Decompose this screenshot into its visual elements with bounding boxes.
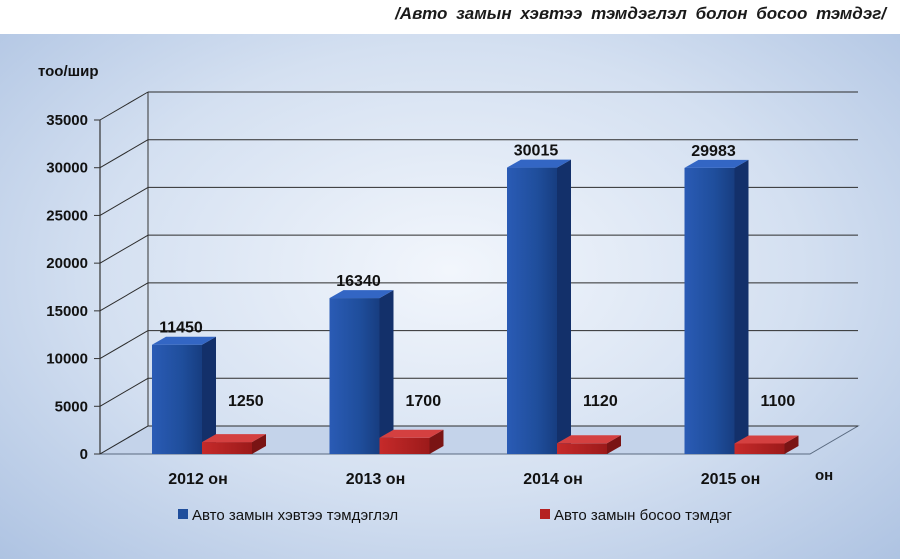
gridline-diagonal [99, 91, 149, 121]
x-tick-label: 2015 он [701, 471, 760, 488]
y-tick-label: 5000 [55, 398, 88, 415]
data-label-series2: 1700 [406, 393, 442, 410]
data-label-series1: 11450 [159, 320, 203, 337]
y-tick-label: 20000 [46, 255, 88, 272]
gridline-diagonal [99, 139, 149, 169]
y-tick-label: 0 [80, 446, 88, 463]
x-tick-label: 2012 он [168, 471, 227, 488]
y-tick-label: 25000 [46, 207, 88, 224]
chart-panel: 0 5000 10000 15000 20000 25000 30000 35000 11450… [0, 34, 900, 559]
bar-series1-1 [152, 336, 216, 454]
legend: Авто замын хэвтээ тэмдэглэл Авто замын бо… [178, 507, 732, 524]
y-tick-label: 15000 [46, 303, 88, 320]
data-label-series1: 30015 [514, 143, 559, 160]
y-tick-label: 35000 [46, 112, 88, 129]
gridline-diagonal [99, 377, 149, 407]
legend-label-2: Авто замын босоо тэмдэг [554, 507, 732, 524]
data-label-series1: 29983 [691, 143, 736, 160]
y-tick-label: 10000 [46, 351, 88, 368]
bar-chart: 0 5000 10000 15000 20000 25000 30000 35000 11450… [38, 63, 860, 524]
gridline-diagonal [99, 425, 149, 455]
bar-series2-3 [557, 435, 621, 454]
page-title: /Авто замын хэвтээ тэмдэглэл болон босоо… [395, 4, 886, 23]
legend-label-1: Авто замын хэвтээ тэмдэглэл [192, 507, 398, 524]
gridline-diagonal [99, 330, 149, 360]
bar-series2-4 [734, 435, 799, 454]
y-tick-label: 30000 [46, 160, 88, 177]
bar-series1-4 [684, 159, 749, 454]
gridline-diagonal [99, 186, 149, 216]
gridline-diagonal [99, 234, 149, 264]
x-tick-label: 2013 он [346, 471, 405, 488]
bar-series2-2 [379, 429, 444, 454]
bar-series2-1 [202, 434, 266, 454]
bar-series1-3 [507, 159, 571, 454]
data-label-series2: 1250 [228, 393, 264, 410]
x-tick-label: 2014 он [523, 471, 582, 488]
bar-series1-2 [329, 290, 394, 454]
x-axis-label: он [815, 467, 833, 484]
legend-swatch-1 [178, 509, 188, 519]
data-label-series2: 1120 [583, 393, 618, 410]
legend-swatch-2 [540, 509, 550, 519]
data-label-series1: 16340 [336, 273, 381, 290]
gridline-diagonal [99, 282, 149, 312]
data-label-series2: 1100 [761, 393, 796, 410]
y-axis-label: тоо/шир [38, 63, 99, 80]
